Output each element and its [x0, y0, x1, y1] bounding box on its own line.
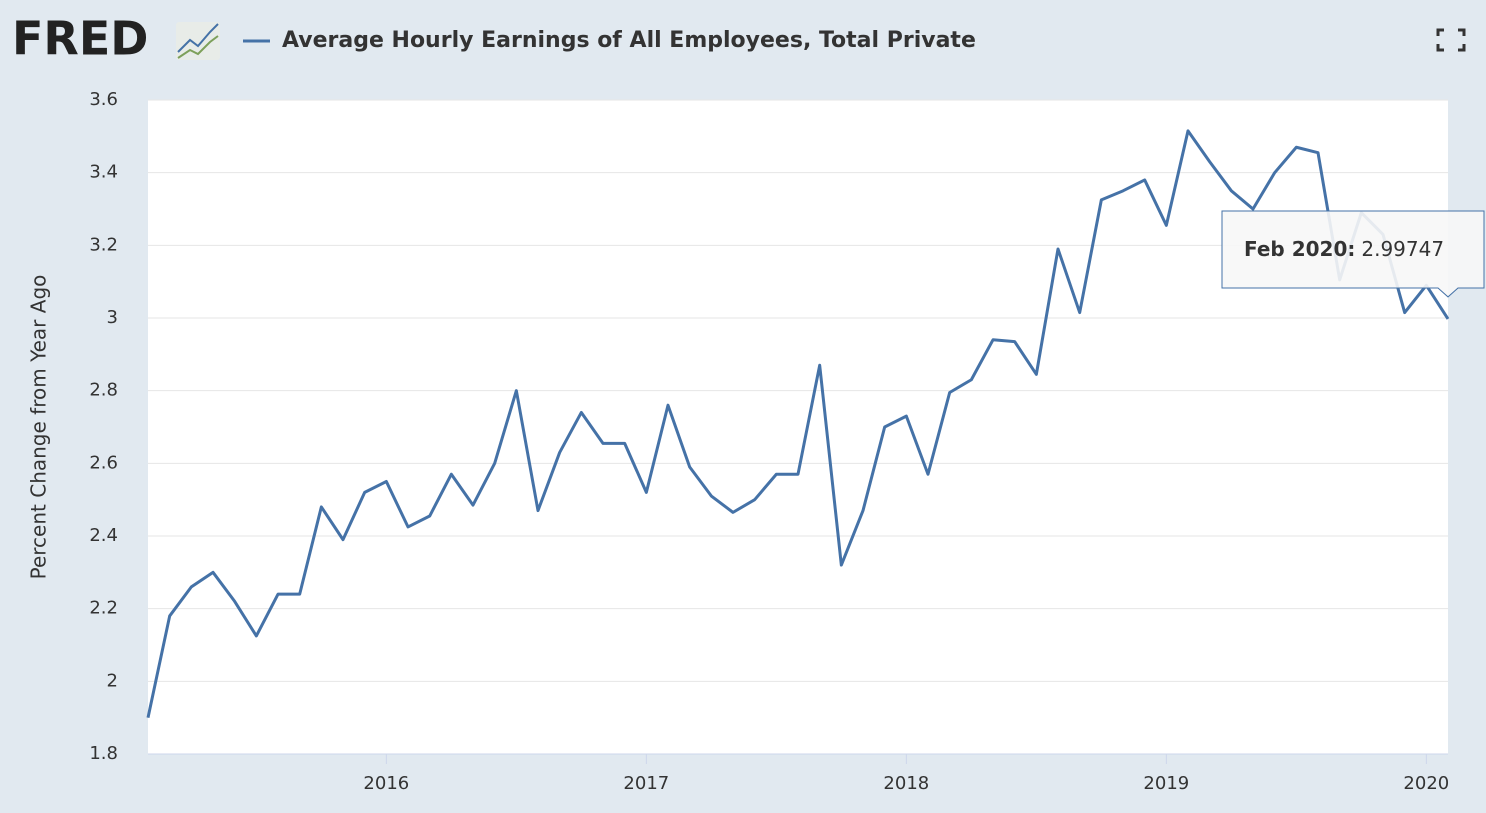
y-tick-label: 3.2	[89, 234, 118, 255]
x-tick-label: 2019	[1143, 773, 1189, 794]
tooltip: Feb 2020: 2.99747	[1221, 210, 1485, 298]
tooltip-value: 2.99747	[1361, 237, 1444, 261]
x-tick-label: 2020	[1403, 773, 1449, 794]
y-tick-label: 1.8	[89, 743, 118, 764]
tooltip-box	[1221, 210, 1485, 298]
x-tick-label: 2016	[363, 773, 409, 794]
x-tick-label: 2018	[883, 773, 929, 794]
y-axis-label: Percent Change from Year Ago	[27, 275, 51, 580]
y-tick-label: 3.6	[89, 89, 118, 110]
plot-area	[148, 100, 1448, 754]
logo: FRED	[12, 12, 148, 66]
y-tick-label: 2.6	[89, 452, 118, 473]
y-tick-label: 2.4	[89, 525, 118, 546]
chart-title: Average Hourly Earnings of All Employees…	[282, 28, 976, 53]
line-series	[146, 129, 1450, 718]
y-tick-label: 2	[107, 670, 118, 691]
y-tick-label: 3	[107, 307, 118, 328]
tooltip-text: Feb 2020: 2.99747	[1244, 237, 1444, 261]
y-tick-label: 3.4	[89, 162, 118, 183]
y-tick-label: 2.8	[89, 380, 118, 401]
y-tick-label: 2.2	[89, 598, 118, 619]
fullscreen-button[interactable]	[1436, 28, 1466, 52]
tooltip-label: Feb 2020:	[1244, 237, 1355, 261]
logo-icon	[176, 22, 220, 60]
x-tick-label: 2017	[623, 773, 669, 794]
